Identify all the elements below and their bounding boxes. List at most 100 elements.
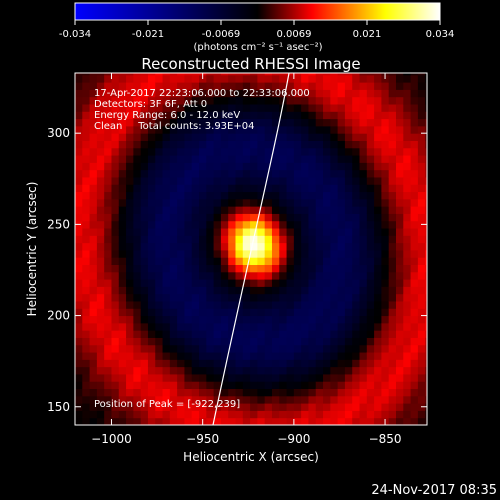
heatmap-cell [279, 308, 288, 317]
heatmap-cell [410, 249, 419, 258]
heatmap-cell [140, 279, 149, 287]
heatmap-cell [162, 337, 171, 346]
heatmap-cell [104, 257, 112, 266]
heatmap-cell [169, 395, 178, 404]
heatmap-cell [271, 359, 280, 368]
heatmap-cell [191, 388, 200, 397]
heatmap-cell [257, 271, 266, 280]
heatmap-cell [82, 395, 91, 404]
heatmap-cell [147, 359, 156, 368]
heatmap-cell [264, 249, 273, 258]
heatmap-cell [257, 220, 266, 229]
heatmap-cell [82, 352, 91, 360]
heatmap-cell [293, 155, 302, 163]
heatmap-cell [96, 228, 105, 236]
heatmap-cell [155, 366, 164, 375]
heatmap-cell [118, 118, 127, 127]
heatmap-cell [162, 118, 171, 127]
heatmap-cell [140, 118, 149, 127]
heatmap-cell [213, 82, 222, 90]
heatmap-cell [140, 111, 149, 120]
heatmap-cell [242, 228, 251, 236]
heatmap-cell [242, 417, 251, 425]
heatmap-cell [250, 279, 258, 287]
heatmap-cell [133, 73, 142, 76]
heatmap-cell [279, 279, 288, 287]
heatmap-cell [417, 184, 426, 193]
heatmap-cell [301, 235, 309, 244]
heatmap-cell [133, 330, 142, 338]
heatmap-cell [250, 322, 258, 331]
heatmap-cell [235, 293, 244, 302]
heatmap-cell [104, 330, 112, 338]
heatmap-cell [191, 395, 200, 404]
heatmap-cell [315, 322, 324, 331]
heatmap-cell [257, 410, 266, 419]
heatmap-cell [104, 191, 112, 200]
heatmap-cell [118, 264, 127, 273]
heatmap-cell [111, 125, 120, 134]
heatmap-cell [75, 344, 83, 353]
heatmap-cell [147, 315, 156, 324]
heatmap-cell [271, 213, 280, 222]
heatmap-cell [235, 264, 244, 273]
heatmap-cell [410, 271, 419, 280]
heatmap-cell [126, 96, 134, 105]
heatmap-cell [104, 337, 112, 346]
heatmap-cell [395, 220, 404, 229]
heatmap-cell [184, 395, 193, 404]
heatmap-cell [330, 118, 339, 127]
heatmap-cell [374, 191, 382, 200]
heatmap-cell [323, 337, 331, 346]
heatmap-cell [155, 133, 164, 141]
heatmap-cell [403, 82, 412, 90]
heatmap-cell [352, 133, 361, 141]
heatmap-cell [133, 104, 142, 112]
heatmap-cell [177, 96, 185, 105]
heatmap-cell [177, 118, 185, 127]
heatmap-cell [213, 147, 222, 156]
heatmap-cell [235, 176, 244, 185]
heatmap-cell [381, 111, 390, 120]
heatmap-cell [206, 293, 215, 302]
heatmap-cell [264, 140, 273, 149]
heatmap-cell [133, 118, 142, 127]
heatmap-cell [301, 388, 309, 397]
heatmap-cell [177, 176, 185, 185]
heatmap-cell [425, 82, 427, 90]
heatmap-cell [228, 89, 236, 98]
heatmap-cell [417, 147, 426, 156]
heatmap-cell [417, 242, 426, 251]
heatmap-cell [301, 286, 309, 295]
heatmap-cell [169, 125, 178, 134]
heatmap-cell [96, 293, 105, 302]
heatmap-cell [395, 213, 404, 222]
heatmap-cell [242, 249, 251, 258]
heatmap-cell [264, 198, 273, 207]
heatmap-cell [271, 104, 280, 112]
heatmap-cell [199, 373, 207, 382]
heatmap-cell [199, 82, 207, 90]
heatmap-cell [352, 373, 361, 382]
heatmap-cell [75, 96, 83, 105]
heatmap-cell [177, 147, 185, 156]
heatmap-cell [425, 300, 427, 309]
heatmap-cell [315, 184, 324, 193]
heatmap-cell [352, 140, 361, 149]
heatmap-cell [374, 169, 382, 178]
heatmap-cell [344, 403, 353, 411]
heatmap-cell [242, 373, 251, 382]
heatmap-cell [381, 104, 390, 112]
heatmap-cell [293, 308, 302, 317]
heatmap-cell [425, 366, 427, 375]
heatmap-cell [410, 198, 419, 207]
heatmap-cell [366, 330, 375, 338]
heatmap-cell [279, 228, 288, 236]
heatmap-cell [206, 96, 215, 105]
heatmap-cell [96, 125, 105, 134]
heatmap-cell [359, 198, 368, 207]
heatmap-cell [352, 264, 361, 273]
heatmap-cell [177, 264, 185, 273]
heatmap-cell [301, 381, 309, 390]
heatmap-cell [308, 395, 317, 404]
